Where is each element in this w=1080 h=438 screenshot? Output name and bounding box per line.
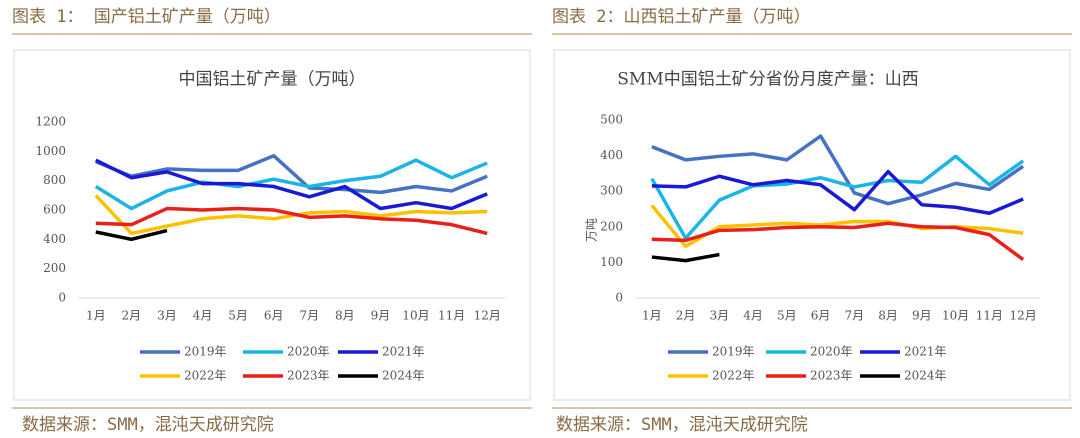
series-line xyxy=(651,221,1025,261)
chart-title: SMM中国铝土矿分省份月度产量：山西 xyxy=(617,70,918,90)
chart-title: 中国铝土矿产量（万吨） xyxy=(179,70,366,90)
x-tick-label: 1月 xyxy=(642,309,662,323)
y-axis-label: 万吨 xyxy=(585,218,599,242)
y-tick-label: 400 xyxy=(43,232,66,246)
source-note: 数据来源：SMM，混沌天成研究院 xyxy=(556,415,808,435)
legend-label: 2022年 xyxy=(712,369,755,383)
x-tick-label: 5月 xyxy=(777,309,797,323)
y-tick-label: 400 xyxy=(600,148,623,162)
legend-label: 2023年 xyxy=(810,369,853,383)
x-tick-label: 11月 xyxy=(438,309,465,323)
y-tick-label: 300 xyxy=(600,184,623,198)
legend-label: 2020年 xyxy=(810,345,853,359)
y-tick-label: 800 xyxy=(43,173,66,187)
legend-label: 2021年 xyxy=(382,345,425,359)
x-tick-label: 4月 xyxy=(743,309,763,323)
series-line xyxy=(95,228,168,242)
x-tick-label: 10月 xyxy=(402,309,429,323)
figure-caption: 图表 1： 国产铝土矿产量（万吨） xyxy=(12,7,281,27)
x-tick-label: 1月 xyxy=(86,309,106,323)
x-tick-label: 10月 xyxy=(942,309,969,323)
x-tick-label: 12月 xyxy=(1009,309,1036,323)
legend-label: 2019年 xyxy=(712,345,755,359)
legend-label: 2019年 xyxy=(184,345,227,359)
y-tick-label: 0 xyxy=(615,291,623,305)
series-line xyxy=(95,153,488,195)
source-note: 数据来源：SMM，混沌天成研究院 xyxy=(22,415,274,435)
legend-label: 2023年 xyxy=(287,369,330,383)
x-tick-label: 12月 xyxy=(474,309,501,323)
series-line xyxy=(651,134,1025,206)
series-line xyxy=(95,158,488,211)
legend-label: 2021年 xyxy=(904,345,947,359)
x-tick-label: 8月 xyxy=(878,309,898,323)
series-line xyxy=(650,154,1025,240)
y-tick-label: 1200 xyxy=(35,115,66,129)
series-line xyxy=(94,158,488,211)
legend-label: 2020年 xyxy=(287,345,330,359)
x-tick-label: 7月 xyxy=(845,309,865,323)
legend-label: 2024年 xyxy=(904,369,947,383)
y-tick-label: 600 xyxy=(43,203,66,217)
x-tick-label: 7月 xyxy=(299,309,319,323)
x-tick-label: 9月 xyxy=(371,309,391,323)
series-line xyxy=(651,169,1024,216)
x-tick-label: 3月 xyxy=(157,309,177,323)
series-line xyxy=(95,206,488,236)
x-tick-label: 2月 xyxy=(676,309,696,323)
series-line xyxy=(94,194,488,236)
x-tick-label: 8月 xyxy=(335,309,355,323)
x-tick-label: 11月 xyxy=(976,309,1003,323)
figure-caption: 图表 2：山西铝土矿产量（万吨） xyxy=(552,7,810,27)
y-tick-label: 0 xyxy=(58,291,66,305)
x-tick-label: 3月 xyxy=(710,309,730,323)
y-tick-label: 1000 xyxy=(35,144,66,158)
x-tick-label: 4月 xyxy=(193,309,213,323)
x-tick-label: 2月 xyxy=(122,309,142,323)
y-tick-label: 200 xyxy=(43,261,66,275)
x-tick-label: 9月 xyxy=(912,309,932,323)
y-tick-label: 200 xyxy=(600,219,623,233)
x-tick-label: 6月 xyxy=(811,309,831,323)
x-tick-label: 6月 xyxy=(264,309,284,323)
series-line xyxy=(651,252,720,263)
y-tick-label: 500 xyxy=(600,113,623,127)
y-tick-label: 100 xyxy=(600,255,623,269)
legend-label: 2024年 xyxy=(382,369,425,383)
x-tick-label: 5月 xyxy=(228,309,248,323)
legend-label: 2022年 xyxy=(184,369,227,383)
